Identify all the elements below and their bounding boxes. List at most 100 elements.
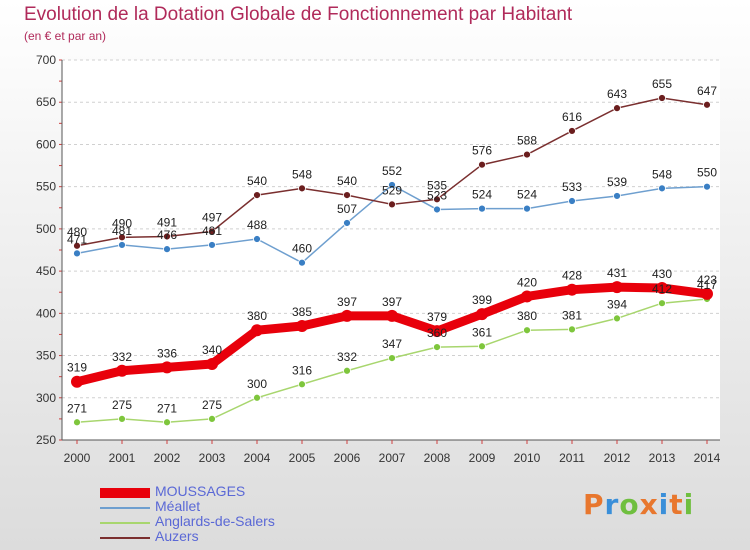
data-point-moussages [71,375,83,388]
x-tick-label: 2009 [469,451,496,465]
data-label-moussages: 431 [607,266,627,280]
data-point-moussages [566,283,578,296]
data-point-auzers [73,241,81,250]
data-point-m-allet [118,241,126,249]
data-point-anglards-de-salers [163,418,171,427]
data-point-m-allet [253,235,261,243]
data-label-auzers: 643 [607,87,627,101]
data-label-moussages: 423 [697,273,717,287]
x-tick-label: 2012 [604,451,631,465]
data-label-auzers: 576 [472,144,492,158]
data-label-auzers: 616 [562,110,582,124]
x-tick-label: 2005 [289,451,316,465]
data-label-moussages: 380 [247,309,267,323]
data-point-anglards-de-salers [298,380,306,389]
data-label-anglards-de-salers: 271 [67,401,87,415]
data-label-moussages: 397 [337,295,357,309]
x-tick-label: 2004 [244,451,271,465]
data-point-auzers [208,227,216,236]
data-label-m-allet: 488 [247,218,267,232]
data-label-anglards-de-salers: 380 [517,309,537,323]
data-point-moussages [431,325,443,338]
y-tick-label: 300 [36,391,56,405]
data-point-anglards-de-salers [118,414,126,423]
data-label-m-allet: 550 [697,166,717,180]
legend-label: MOUSSAGES [155,483,246,499]
data-label-moussages: 336 [157,346,177,360]
legend-swatch [100,488,150,498]
data-point-moussages [521,290,533,303]
data-point-moussages [206,358,218,370]
chart-subtitle: (en € et par an) [24,29,107,43]
data-point-auzers [523,150,531,159]
data-label-anglards-de-salers: 361 [472,325,492,339]
legend-swatch [100,537,150,539]
data-label-moussages: 332 [112,350,132,364]
data-point-anglards-de-salers [433,343,441,352]
x-tick-label: 2013 [649,451,676,465]
logo-letter: r [604,488,620,521]
data-label-auzers: 490 [112,216,132,230]
data-point-moussages [296,320,308,332]
data-label-m-allet: 533 [562,180,582,194]
y-tick-label: 400 [36,306,56,320]
data-point-anglards-de-salers [613,314,621,323]
data-label-m-allet: 548 [652,167,672,181]
data-label-m-allet: 524 [517,188,537,202]
data-label-auzers: 491 [157,215,177,229]
data-label-auzers: 497 [202,210,222,224]
data-label-auzers: 529 [382,183,402,197]
data-point-anglards-de-salers [658,299,666,308]
data-label-anglards-de-salers: 271 [157,401,177,415]
data-point-auzers [478,160,486,169]
x-tick-label: 2008 [424,451,451,465]
data-label-moussages: 399 [472,293,492,307]
data-label-moussages: 379 [427,310,447,324]
y-tick-label: 550 [36,180,56,194]
x-tick-label: 2010 [514,451,541,465]
y-tick-label: 500 [36,222,56,236]
data-point-anglards-de-salers [343,366,351,375]
data-label-moussages: 428 [562,269,582,283]
data-point-m-allet [478,204,486,213]
data-point-moussages [701,287,713,300]
legend-label: Auzers [155,528,199,544]
data-point-auzers [658,94,666,102]
data-label-m-allet: 524 [472,188,492,202]
data-label-m-allet: 471 [67,232,87,246]
y-tick-label: 650 [36,95,56,109]
data-point-anglards-de-salers [253,393,261,402]
data-point-anglards-de-salers [73,418,81,427]
logo-letter: P [583,488,605,521]
x-tick-label: 2011 [559,451,585,465]
data-point-m-allet [163,245,171,254]
data-label-m-allet: 481 [112,224,132,238]
data-point-m-allet [208,241,216,249]
x-tick-label: 2014 [694,451,721,465]
data-label-auzers: 548 [292,167,312,181]
data-point-auzers [163,232,171,241]
data-point-auzers [388,200,396,209]
x-tick-label: 2001 [109,451,136,465]
data-label-m-allet: 476 [157,228,177,242]
data-point-moussages [161,361,173,374]
data-point-auzers [613,104,621,113]
y-tick-label: 700 [36,53,56,67]
data-point-m-allet [433,205,441,214]
data-point-moussages [116,364,128,377]
data-label-anglards-de-salers: 332 [337,350,357,364]
data-label-anglards-de-salers: 300 [247,377,267,391]
data-label-m-allet: 507 [337,202,357,216]
data-label-auzers: 535 [427,178,447,192]
data-point-m-allet [703,182,711,191]
proxiti-logo: Proxiti [583,488,694,521]
data-label-auzers: 480 [67,225,87,239]
data-point-moussages [656,282,668,294]
data-label-anglards-de-salers: 316 [292,363,312,377]
data-point-anglards-de-salers [388,354,396,362]
data-point-anglards-de-salers [208,414,216,423]
x-tick-label: 2000 [64,451,91,465]
data-point-auzers [568,127,576,135]
data-point-auzers [298,184,306,193]
legend-label: Méallet [155,498,201,514]
